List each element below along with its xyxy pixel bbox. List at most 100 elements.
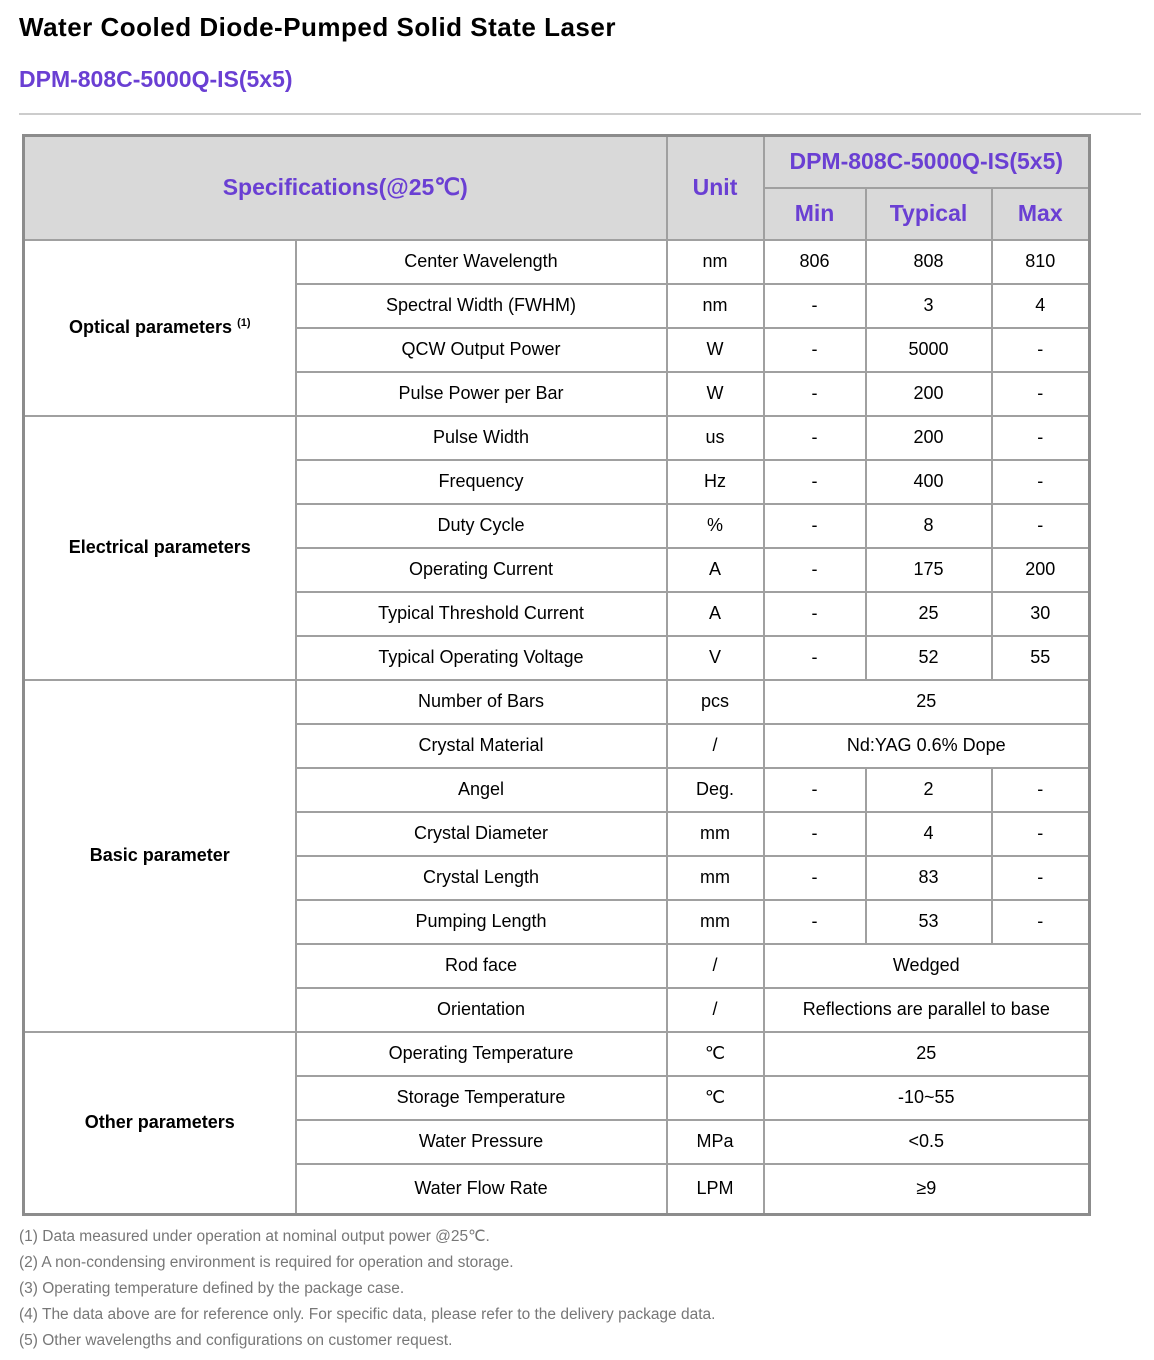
min-value: - [762, 282, 867, 329]
footnote: (5) Other wavelengths and configurations… [19, 1332, 453, 1349]
table-row: Basic parameter Number of Bars pcs 25 [22, 678, 1091, 1033]
typical-value: 200 [864, 370, 993, 417]
typical-value: 808 [864, 238, 993, 285]
table-row: Crystal Material / Nd:YAG 0.6% Dope [24, 722, 1091, 769]
max-value: - [990, 898, 1091, 945]
table-row: Pulse Power per Bar W -200- [24, 370, 1091, 417]
table-row: Orientation / Reflections are parallel to … [24, 986, 1091, 1033]
min-value: - [762, 370, 867, 417]
param-name: Storage Temperature [294, 1074, 668, 1121]
max-value: 55 [990, 634, 1091, 681]
table-row: Typical Operating Voltage V -52 55 [24, 634, 1091, 681]
unit: nm [665, 238, 765, 285]
min-value: - [762, 502, 867, 549]
group-name: Basic parameter [89, 845, 230, 865]
typical-value: 52 [864, 634, 993, 681]
page-title: Water Cooled Diode-Pumped Solid State La… [19, 12, 616, 42]
param-name: Water Pressure [294, 1118, 668, 1165]
unit: Deg. [665, 766, 765, 813]
max-value: - [990, 854, 1091, 901]
table-row: Duty Cycle% -8- [24, 502, 1091, 549]
unit: % [665, 502, 765, 549]
unit-header: Unit [665, 134, 765, 241]
max-value: - [990, 326, 1091, 373]
spec-table: Specifications(@25℃) Unit DPM-808C-5000Q… [22, 134, 1092, 1216]
value: ≥9 [762, 1162, 1091, 1216]
footnotes: (1) Data measured under operation at nom… [19, 1224, 715, 1354]
group-label: Basic parameter [22, 678, 297, 1033]
param-name: Frequency [294, 458, 668, 505]
table-row: Water Flow Rate LPM ≥9 [24, 1162, 1091, 1216]
table-row: Operating Current A -175 200 [24, 546, 1091, 593]
typical-value: 175 [864, 546, 993, 593]
typical-value: 53 [864, 898, 993, 945]
unit: nm [665, 282, 765, 329]
typical-value: 5000 [864, 326, 993, 373]
value: Nd:YAG 0.6% Dope [762, 722, 1091, 769]
typical-value: 400 [864, 458, 993, 505]
unit: W [665, 326, 765, 373]
max-value: - [990, 810, 1091, 857]
param-name: Typical Threshold Current [294, 590, 668, 637]
table-row: Pumping Length mm -53- [24, 898, 1091, 945]
unit: V [665, 634, 765, 681]
typical-header: Typical [864, 186, 993, 241]
param-name: Angel [294, 766, 668, 813]
table-row: Other parameters Operating Temperature ℃ 25 [22, 1030, 1091, 1216]
typical-value: 3 [864, 282, 993, 329]
min-value: - [762, 414, 867, 461]
param-name: Center Wavelength [294, 238, 668, 285]
table-row: Rod face / Wedged [24, 942, 1091, 989]
group-label: Optical parameters (1) [22, 238, 297, 417]
table-row: Storage Temperature ℃ -10~55 [24, 1074, 1091, 1121]
unit: MPa [665, 1118, 765, 1165]
table-row: Water Pressure MPa <0.5 [24, 1118, 1091, 1165]
param-name: QCW Output Power [294, 326, 668, 373]
group-label: Electrical parameters [22, 414, 297, 681]
unit: / [665, 722, 765, 769]
min-value: - [762, 898, 867, 945]
model-name: DPM-808C-5000Q-IS(5x5) [19, 66, 293, 92]
max-value: - [990, 414, 1091, 461]
spec-header: Specifications(@25℃) [22, 134, 668, 241]
divider [19, 113, 1141, 115]
max-header: Max [990, 186, 1091, 241]
table-row: Typical Threshold Current A -25 30 [24, 590, 1091, 637]
param-name: Duty Cycle [294, 502, 668, 549]
param-name: Crystal Length [294, 854, 668, 901]
unit: A [665, 546, 765, 593]
footnote-ref: (1) [237, 317, 251, 329]
group-name: Optical parameters [68, 317, 233, 337]
param-name: Spectral Width (FWHM) [294, 282, 668, 329]
group-label: Other parameters [22, 1030, 297, 1216]
table-row: Angel Deg. -2- [24, 766, 1091, 813]
max-value: - [990, 458, 1091, 505]
table-row: Crystal Length mm -83- [24, 854, 1091, 901]
param-name: Pumping Length [294, 898, 668, 945]
max-value: 4 [990, 282, 1091, 329]
param-name: Crystal Material [294, 722, 668, 769]
value: Wedged [762, 942, 1091, 989]
typical-value: 200 [864, 414, 993, 461]
unit: ℃ [665, 1074, 765, 1121]
min-value: - [762, 766, 867, 813]
min-value: - [762, 810, 867, 857]
footnote: (1) Data measured under operation at nom… [19, 1228, 490, 1245]
unit: / [665, 986, 765, 1033]
param-name: Rod face [294, 942, 668, 989]
value: 25 [762, 678, 1091, 725]
max-value: 30 [990, 590, 1091, 637]
max-value: - [990, 766, 1091, 813]
param-name: Operating Current [294, 546, 668, 593]
typical-value: 4 [864, 810, 993, 857]
table-row: Crystal Diameter mm -4- [24, 810, 1091, 857]
unit: LPM [665, 1162, 765, 1216]
value: 25 [762, 1030, 1091, 1077]
group-name: Other parameters [84, 1112, 235, 1133]
param-name: Water Flow Rate [294, 1162, 668, 1216]
max-value: - [990, 370, 1091, 417]
max-value: - [990, 502, 1091, 549]
param-name: Typical Operating Voltage [294, 634, 668, 681]
unit: / [665, 942, 765, 989]
unit: us [665, 414, 765, 461]
